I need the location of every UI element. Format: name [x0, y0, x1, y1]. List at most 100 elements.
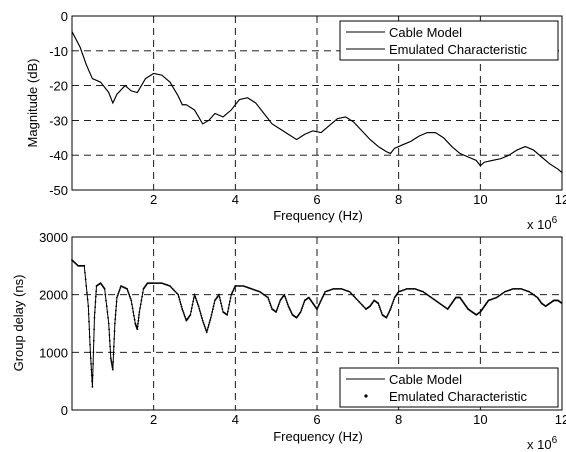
group-delay-point: [111, 364, 114, 367]
group-delay-point: [261, 292, 264, 295]
group-delay-point: [248, 287, 250, 289]
group-delay-point: [83, 264, 86, 267]
group-delay-point: [160, 282, 163, 285]
group-delay-point: [189, 313, 192, 316]
group-delay-point: [171, 288, 174, 290]
group-delay-point: [329, 288, 332, 291]
group-delay-point: [245, 286, 248, 288]
group-delay-point: [362, 305, 365, 308]
group-delay-point: [361, 303, 363, 306]
magnitude-legend-label-emulated: Emulated Characteristic: [389, 42, 527, 57]
group-delay-point: [380, 312, 383, 314]
group-delay-point: [378, 306, 381, 309]
group-delay-point: [302, 303, 305, 306]
group-delay-point: [155, 282, 158, 285]
group-delay-point: [226, 313, 229, 316]
group-delay-point: [352, 295, 355, 298]
group-delay-series: [71, 259, 563, 388]
magnitude-x-multiplier: x 106: [527, 215, 558, 232]
group-delay-point: [377, 302, 380, 305]
group-delay-point: [267, 296, 269, 299]
magnitude-x-tick-label: 10: [473, 192, 487, 207]
group-delay-point: [94, 295, 97, 298]
group-delay-point: [332, 288, 335, 290]
group-delay-point: [211, 308, 214, 310]
group-delay-x-tick-label: 2: [150, 412, 157, 427]
group-delay-point: [182, 310, 184, 312]
group-delay-point: [199, 310, 201, 312]
group-delay-y-tick-label: 1000: [39, 345, 68, 360]
group-delay-point: [435, 300, 438, 303]
group-delay-point: [497, 295, 499, 298]
group-delay-point: [201, 319, 204, 322]
group-delay-point: [228, 303, 231, 306]
group-delay-point: [513, 288, 516, 290]
group-delay-point: [521, 288, 524, 291]
group-delay-point: [268, 300, 271, 303]
group-delay-point: [426, 293, 429, 296]
group-delay-point: [300, 309, 303, 311]
group-delay-point: [510, 288, 513, 291]
group-delay-x-tick-label: 10: [473, 412, 487, 427]
group-delay-point: [116, 294, 119, 297]
group-delay-point: [242, 285, 245, 287]
magnitude-tick-labels: 2 4 6 8 10 12 0 -10 -20 -30 -40 -50: [49, 9, 566, 207]
group-delay-point: [378, 304, 380, 307]
group-delay-point: [408, 288, 411, 290]
group-delay-point: [385, 316, 388, 319]
magnitude-y-tick-label: -20: [49, 79, 68, 94]
group-delay-point: [119, 287, 122, 289]
group-delay-point: [197, 305, 200, 308]
group-delay-point: [115, 300, 118, 303]
group-delay-point: [512, 288, 514, 290]
group-delay-point: [113, 330, 116, 333]
group-delay-point: [356, 299, 359, 302]
group-delay-point: [358, 300, 361, 303]
group-delay-point: [524, 289, 527, 292]
group-delay-point: [137, 316, 140, 319]
group-delay-point: [434, 299, 437, 302]
group-delay-legend: Cable Model Emulated Characteristic: [339, 367, 559, 408]
group-delay-point: [493, 297, 495, 300]
group-delay-point: [433, 298, 435, 301]
group-delay-point: [110, 361, 113, 363]
group-delay-point: [194, 295, 197, 298]
group-delay-point: [233, 286, 236, 289]
group-delay-point: [391, 302, 394, 305]
group-delay-point: [269, 304, 272, 307]
group-delay-point: [429, 295, 431, 298]
group-delay-point: [113, 337, 116, 340]
group-delay-point: [163, 283, 166, 285]
group-delay-point: [337, 288, 340, 290]
group-delay-point: [206, 328, 209, 331]
group-delay-point: [118, 288, 121, 291]
group-delay-point: [238, 285, 241, 287]
group-delay-point: [192, 300, 195, 303]
group-delay-point: [139, 303, 142, 306]
group-delay-point: [110, 362, 113, 365]
group-delay-point: [401, 289, 404, 292]
group-delay-point: [397, 290, 400, 293]
magnitude-legend-box: [339, 20, 559, 61]
group-delay-point: [494, 297, 497, 299]
group-delay-point: [89, 343, 91, 346]
magnitude-y-tick-label: -10: [49, 44, 68, 59]
group-delay-point: [284, 295, 286, 298]
group-delay-point: [343, 288, 346, 291]
group-delay-point: [264, 294, 267, 297]
group-delay-point: [265, 295, 268, 298]
group-delay-point: [410, 288, 412, 290]
group-delay-point: [529, 291, 532, 294]
group-delay-point: [288, 306, 290, 309]
group-delay-point: [113, 322, 116, 325]
group-delay-point: [203, 323, 205, 326]
group-delay-point: [498, 294, 501, 297]
group-delay-point: [276, 307, 279, 310]
group-delay-point: [177, 293, 180, 296]
group-delay-point: [487, 299, 490, 302]
magnitude-chart: 2 4 6 8 10 120-10-20-30-40-50 Frequency (Hz) …: [25, 9, 566, 232]
group-delay-point: [141, 291, 144, 294]
group-delay-point: [442, 305, 445, 308]
group-delay-point: [522, 288, 525, 291]
group-delay-point: [379, 308, 382, 310]
